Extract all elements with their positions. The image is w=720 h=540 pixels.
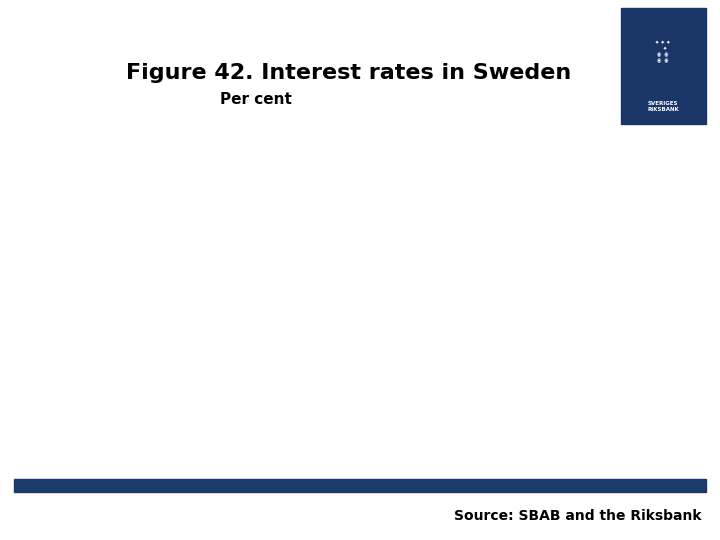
Text: Source: SBAB and the Riksbank: Source: SBAB and the Riksbank: [454, 509, 702, 523]
Bar: [621, 8, 706, 124]
Text: SVERIGES
RIKSBANK: SVERIGES RIKSBANK: [647, 102, 679, 112]
Text: Per cent: Per cent: [220, 92, 292, 107]
Text: ✦ ✦ ✦
  ✦
◉  ◉
◉  ◉: ✦ ✦ ✦ ✦ ◉ ◉ ◉ ◉: [655, 41, 671, 63]
Bar: [14, 479, 706, 492]
Text: Figure 42. Interest rates in Sweden: Figure 42. Interest rates in Sweden: [126, 63, 571, 83]
